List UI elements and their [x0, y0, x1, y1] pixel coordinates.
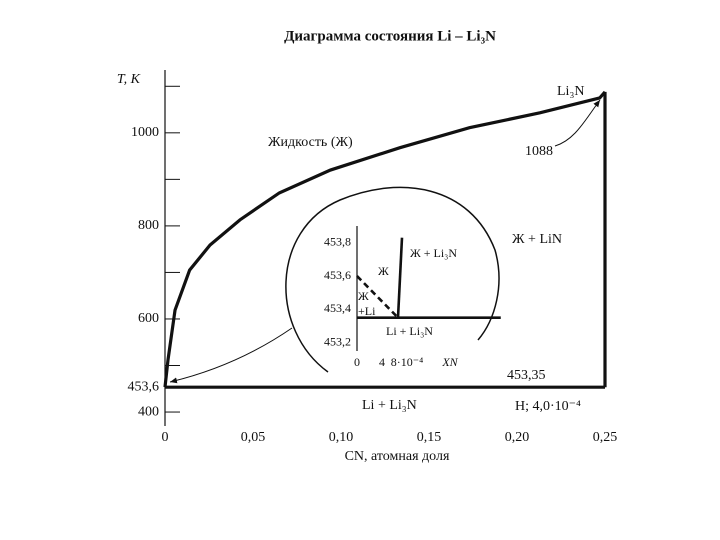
y-tick-label: 453,8: [324, 234, 351, 248]
annotation: Ж: [358, 289, 369, 303]
x-tick-label: 0: [354, 355, 360, 369]
y-tick-label: 600: [138, 311, 159, 326]
x-tick-label: 0,05: [241, 430, 266, 445]
annotation: +Li: [358, 304, 376, 318]
y-axis-label: T, K: [117, 72, 141, 87]
annotation: Жидкость (Ж): [268, 135, 353, 150]
series-line: [163, 90, 607, 388]
arrow-inset: [169, 327, 293, 384]
x-axis-label: CN, атомная доля: [345, 449, 450, 464]
x-tick-label: 0,20: [505, 430, 530, 445]
x-tick-label: 0,15: [417, 430, 442, 445]
y-tick-label: 453,2: [324, 334, 351, 348]
y-tick-label: 400: [138, 404, 159, 419]
inset-circle: [285, 186, 500, 373]
x-tick-label: 0: [162, 430, 169, 445]
y-tick-label: 800: [138, 218, 159, 233]
x-tick-label: 4: [379, 355, 385, 369]
annotation: Li + Li₃N: [386, 324, 433, 338]
annotation: Ж: [378, 264, 389, 278]
annotation: 1088: [525, 144, 553, 159]
x-tick-label: 8·10⁻⁴: [391, 355, 424, 369]
chart-title: Диаграмма состояния Li – Li₃N: [284, 28, 496, 44]
arrow-1088: [554, 99, 601, 147]
y-tick-label: 453,4: [324, 301, 351, 315]
annotation: Ж + LiN: [512, 232, 562, 247]
y-tick-label: 453,6: [324, 268, 351, 282]
y-tick-label: 453,6: [128, 379, 160, 394]
x-tick-label: 0,25: [593, 430, 618, 445]
y-tick-label: 1000: [131, 125, 159, 140]
series-line: [396, 237, 404, 318]
x-tick-label: 0,10: [329, 430, 354, 445]
annotation: 453,35: [507, 368, 546, 383]
annotation: Li + Li₃N: [362, 398, 417, 413]
annotation: H; 4,0·10⁻⁴: [515, 399, 581, 414]
annotation: Li₃N: [557, 84, 584, 99]
x-axis-label: XN: [441, 355, 458, 369]
annotation: Ж + Li₃N: [410, 246, 457, 260]
